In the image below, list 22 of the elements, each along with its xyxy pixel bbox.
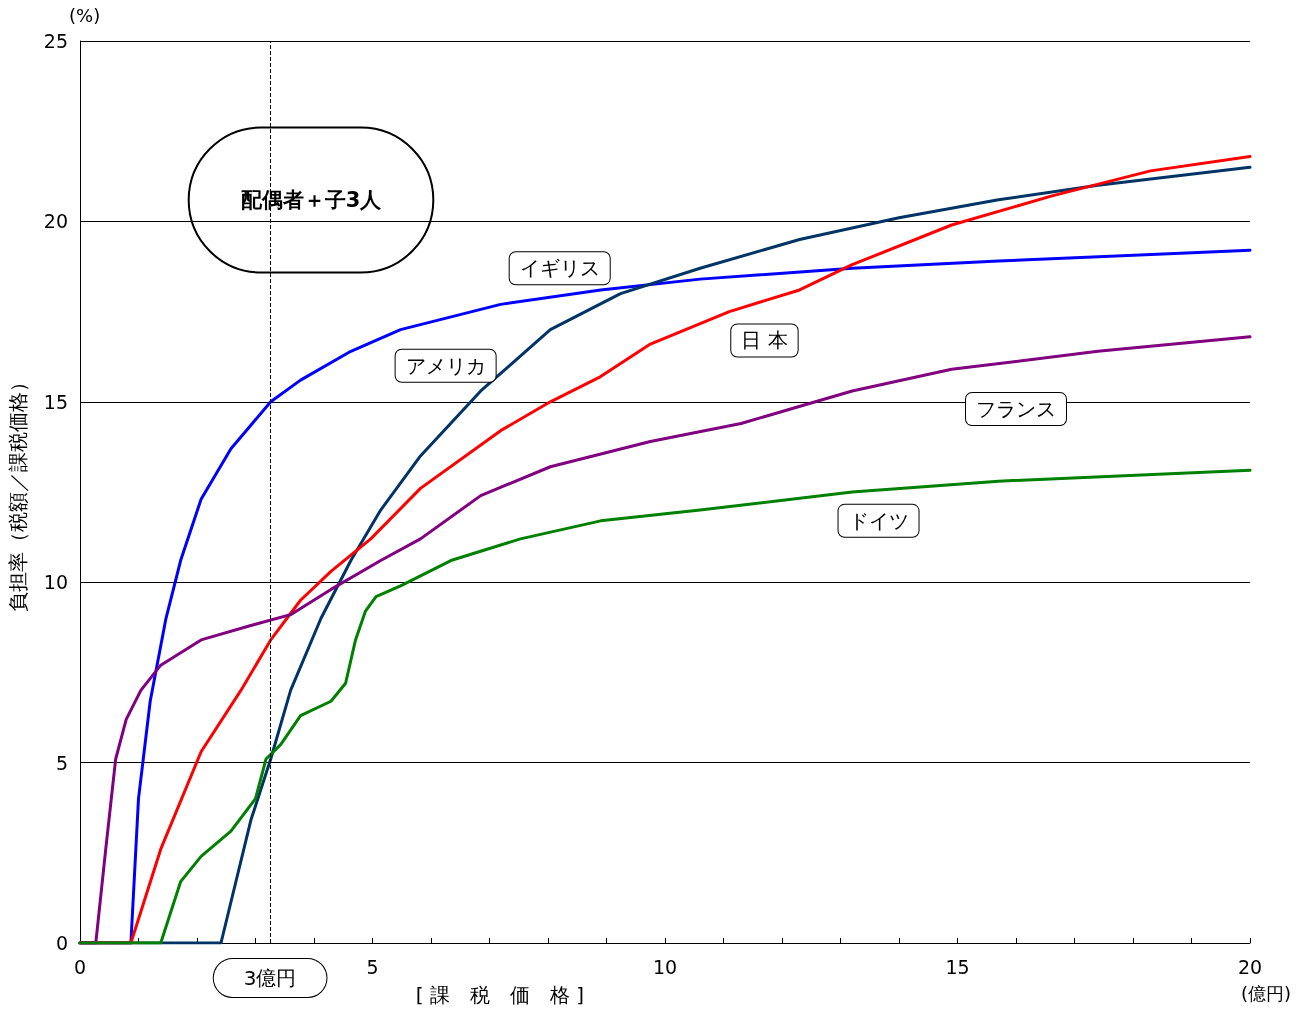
y-tick-label: 15 bbox=[43, 390, 68, 413]
y-tick-label: 25 bbox=[43, 30, 68, 52]
x-axis-title: [ 課 税 価 格 ] bbox=[415, 983, 585, 1007]
series-label: イギリス bbox=[519, 256, 600, 281]
y-tick-label: 10 bbox=[43, 571, 68, 594]
x-tick-label: 5 bbox=[366, 955, 379, 978]
x-tick-label: 15 bbox=[945, 955, 970, 978]
series-label: 日 本 bbox=[741, 328, 788, 353]
text: (億円) bbox=[1240, 982, 1291, 1004]
x-tick-label: 20 bbox=[1237, 955, 1263, 978]
series-label: アメリカ bbox=[405, 353, 486, 378]
series-label: フランス bbox=[976, 397, 1056, 422]
x-tick-label: 0 bbox=[73, 955, 87, 978]
line-series bbox=[78, 468, 1252, 945]
y-tick-label: 20 bbox=[43, 210, 68, 233]
series-label: ドイツ bbox=[848, 508, 909, 533]
y-axis-title: 負担率（税額／課税価格） bbox=[6, 372, 30, 612]
ref-line-label: 3億円 bbox=[243, 966, 297, 990]
text: (%) bbox=[69, 4, 101, 26]
y-tick-label: 0 bbox=[55, 932, 68, 954]
y-tick-label: 5 bbox=[55, 751, 68, 774]
x-tick-label: 10 bbox=[652, 955, 678, 978]
